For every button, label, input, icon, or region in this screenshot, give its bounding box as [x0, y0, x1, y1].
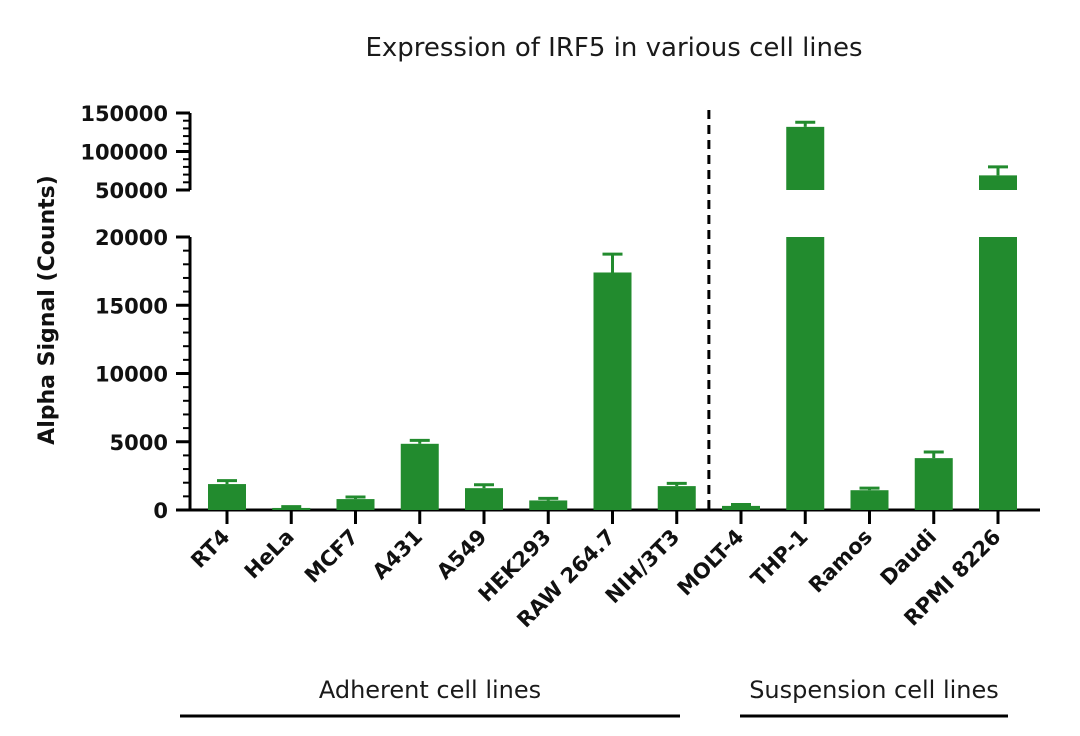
bar-mcf7: [336, 499, 375, 510]
bar-rpmi-8226-lower: [979, 237, 1017, 510]
x-tick-label-ramos: Ramos: [804, 525, 877, 598]
bar-rpmi-8226-upper: [979, 175, 1017, 190]
group-label-1: Adherent cell lines: [319, 676, 541, 704]
y-tick-label: 150000: [80, 102, 168, 126]
chart-marks: 0 5000 10000 15000 20000 50000 100000 150000 RT4…: [80, 102, 1040, 718]
x-tick-label-mcf7: MCF7: [300, 525, 363, 588]
bar-a549: [465, 488, 503, 510]
y-tick-label: 50000: [95, 179, 168, 203]
y-tick-label: 100000: [80, 141, 168, 165]
bar-ramos: [850, 490, 889, 510]
bar-raw-264-7: [593, 272, 632, 510]
x-tick-label-molt-4: MOLT-4: [673, 525, 749, 601]
group-label-2: Suspension cell lines: [749, 676, 999, 704]
y-tick-label: 0: [153, 499, 168, 523]
bar-rt4: [208, 484, 246, 510]
y-tick-label: 15000: [95, 294, 168, 318]
x-tick-label-thp-1: THP-1: [746, 525, 813, 592]
bar-daudi: [914, 458, 953, 510]
chart-title: Expression of IRF5 in various cell lines: [365, 33, 862, 63]
bar-a431: [400, 443, 439, 510]
bar-thp-1-lower: [786, 237, 825, 510]
bar-hek293: [529, 500, 568, 510]
x-tick-label-hela: HeLa: [240, 525, 299, 584]
y-axis-label: Alpha Signal (Counts): [35, 175, 60, 445]
bar-hela: [272, 507, 311, 510]
bar-molt-4: [722, 505, 760, 510]
x-tick-label-a431: A431: [368, 525, 427, 584]
x-tick-label-rt4: RT4: [186, 525, 234, 573]
y-tick-label: 5000: [110, 431, 168, 455]
bar-nih-3t3: [657, 486, 696, 510]
x-tick-label-a549: A549: [432, 525, 491, 584]
y-tick-label: 10000: [95, 363, 168, 387]
bar-thp-1-upper: [786, 126, 825, 190]
y-tick-label: 20000: [95, 226, 168, 250]
